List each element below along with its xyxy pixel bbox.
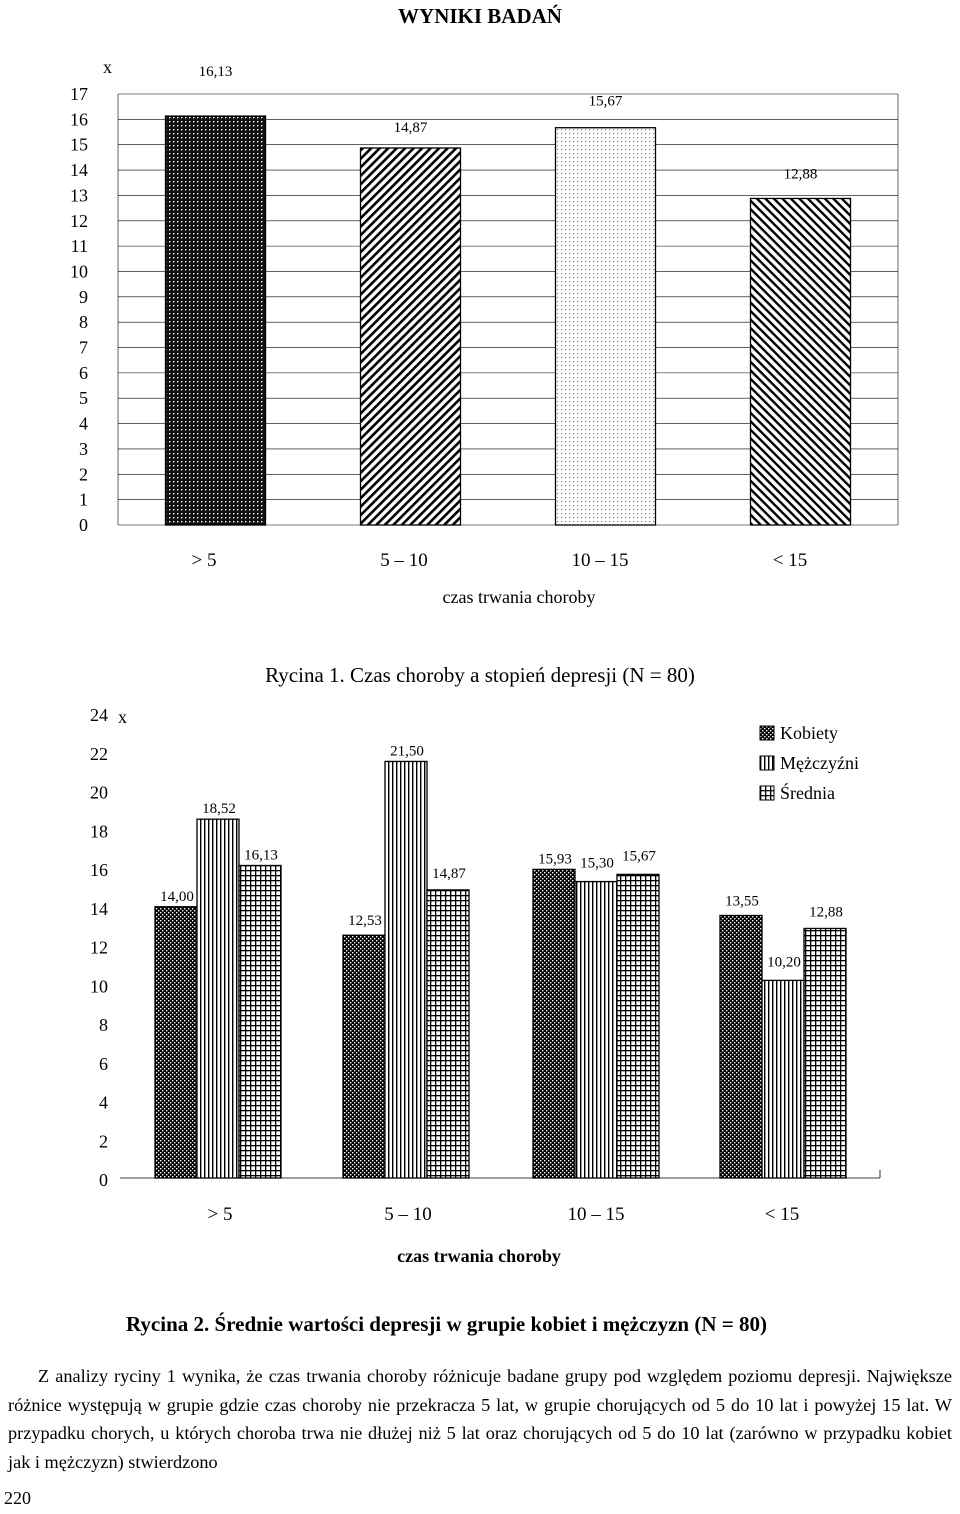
chart-1-y-tick-label: 6 bbox=[79, 363, 88, 383]
chart-1-y-tick-label: 12 bbox=[70, 211, 88, 231]
chart-1-y-tick-label: 13 bbox=[70, 185, 88, 205]
chart-2-bar bbox=[154, 906, 198, 1179]
chart-2-bar bbox=[761, 979, 805, 1179]
body-paragraph: Z analizy ryciny 1 wynika, że czas trwan… bbox=[8, 1362, 952, 1476]
chart-1-bar bbox=[554, 127, 657, 526]
chart-1-y-tick-label: 9 bbox=[79, 287, 88, 307]
chart-2-data-label: 16,13 bbox=[244, 847, 278, 863]
chart-2-bar bbox=[196, 818, 240, 1179]
chart-1-axis-marker: x bbox=[103, 57, 112, 77]
chart-1-y-tick-label: 8 bbox=[79, 312, 88, 332]
chart-1-y-tick-label: 1 bbox=[79, 490, 88, 510]
legend-swatch bbox=[759, 755, 775, 771]
chart-2-x-tick-label: 5 – 10 bbox=[384, 1204, 432, 1225]
chart-2-y-tick-label: 22 bbox=[90, 744, 108, 764]
chart-2-y-tick-label: 4 bbox=[99, 1093, 108, 1113]
chart-2-data-label: 18,52 bbox=[202, 801, 236, 817]
chart-2-data-label: 21,50 bbox=[390, 743, 424, 759]
chart-2-y-tick-label: 0 bbox=[99, 1170, 108, 1190]
chart-1-x-tick-label: 5 – 10 bbox=[380, 550, 428, 571]
chart-2-bar bbox=[719, 914, 763, 1179]
chart-1-x-tick-label: 10 – 15 bbox=[572, 550, 629, 571]
chart-2-x-tick-label: > 5 bbox=[208, 1204, 233, 1225]
chart-2-data-label: 12,53 bbox=[348, 913, 382, 929]
legend-swatch bbox=[759, 725, 775, 741]
chart-2-data-label: 15,93 bbox=[538, 851, 572, 867]
chart-2-x-axis-title: czas trwania choroby bbox=[397, 1246, 561, 1266]
chart-1-y-tick-label: 2 bbox=[79, 464, 88, 484]
chart-2-x-tick-label: 10 – 15 bbox=[568, 1204, 625, 1225]
chart-2-data-label: 10,20 bbox=[767, 954, 801, 970]
chart-1-y-tick-label: 7 bbox=[79, 338, 88, 358]
chart-2-bar bbox=[574, 880, 618, 1179]
chart-2-bar bbox=[384, 760, 428, 1179]
chart-2-bar bbox=[532, 868, 576, 1179]
chart-2-y-tick-label: 8 bbox=[99, 1015, 108, 1035]
chart-1-data-label: 14,87 bbox=[394, 120, 428, 136]
chart-1-data-label: 12,88 bbox=[784, 166, 818, 182]
chart-1-bar bbox=[359, 147, 462, 526]
legend-swatch bbox=[759, 785, 775, 801]
chart-2-y-tick-label: 12 bbox=[90, 938, 108, 958]
page-number: 220 bbox=[4, 1488, 31, 1508]
chart-2-data-label: 12,88 bbox=[809, 904, 843, 920]
chart-1-y-tick-label: 5 bbox=[79, 388, 88, 408]
chart-1-y-tick-label: 17 bbox=[70, 84, 88, 104]
chart-1-x-axis-title: czas trwania choroby bbox=[443, 587, 596, 607]
chart-2-data-label: 14,87 bbox=[432, 866, 466, 882]
chart-2-data-label: 13,55 bbox=[725, 893, 759, 909]
chart-1-y-tick-label: 0 bbox=[79, 515, 88, 535]
chart-2-data-label: 14,00 bbox=[160, 889, 194, 905]
chart-2-y-tick-label: 18 bbox=[90, 821, 108, 841]
chart-2-bar bbox=[342, 934, 386, 1179]
chart-1-y-tick-label: 15 bbox=[70, 135, 88, 155]
chart-1-data-label: 15,67 bbox=[589, 94, 623, 110]
chart-2-y-tick-label: 20 bbox=[90, 783, 108, 803]
chart-2-legend: Kobiety Mężczyźni Średnia bbox=[759, 723, 859, 803]
chart-2-data-label: 15,30 bbox=[580, 856, 614, 872]
legend-label: Średnia bbox=[780, 782, 835, 803]
chart-1-x-tick-label: < 15 bbox=[773, 550, 807, 571]
chart-1-bar bbox=[164, 115, 267, 526]
chart-2-bar bbox=[426, 889, 470, 1179]
chart-1-y-tick-label: 10 bbox=[70, 261, 88, 281]
chart-1-bar bbox=[749, 197, 852, 526]
chart-2-axis-marker: x bbox=[118, 707, 127, 727]
legend-label: Mężczyźni bbox=[780, 753, 859, 773]
legend-label: Kobiety bbox=[780, 723, 838, 743]
chart-1-y-tick-label: 11 bbox=[71, 236, 88, 256]
chart-1-y-tick-label: 3 bbox=[79, 439, 88, 459]
chart-2-bar bbox=[616, 873, 660, 1179]
figure-2-caption: Rycina 2. Średnie wartości depresji w gr… bbox=[126, 1312, 767, 1336]
chart-1-x-tick-label: > 5 bbox=[192, 550, 217, 571]
body-paragraph-text: Z analizy ryciny 1 wynika, że czas trwan… bbox=[8, 1366, 952, 1472]
chart-1-data-label: 16,13 bbox=[199, 64, 233, 80]
chart-1-y-tick-label: 14 bbox=[70, 160, 88, 180]
chart-2-y-tick-label: 14 bbox=[90, 899, 108, 919]
page-title: WYNIKI BADAŃ bbox=[398, 4, 562, 28]
chart-2-data-label: 15,67 bbox=[622, 848, 656, 864]
chart-2-bar bbox=[803, 927, 847, 1179]
chart-2-bar bbox=[238, 864, 282, 1179]
chart-2-y-tick-label: 6 bbox=[99, 1054, 108, 1074]
chart-1-y-tick-label: 4 bbox=[79, 414, 88, 434]
chart-1-y-tick-label: 16 bbox=[70, 109, 88, 129]
chart-2-y-tick-label: 16 bbox=[90, 860, 108, 880]
chart-2-x-tick-label: < 15 bbox=[765, 1204, 799, 1225]
chart-2-y-tick-label: 24 bbox=[90, 705, 108, 725]
figure-1-caption: Rycina 1. Czas choroby a stopień depresj… bbox=[265, 663, 695, 687]
chart-2-y-tick-label: 2 bbox=[99, 1131, 108, 1151]
chart-2-y-tick-label: 10 bbox=[90, 976, 108, 996]
